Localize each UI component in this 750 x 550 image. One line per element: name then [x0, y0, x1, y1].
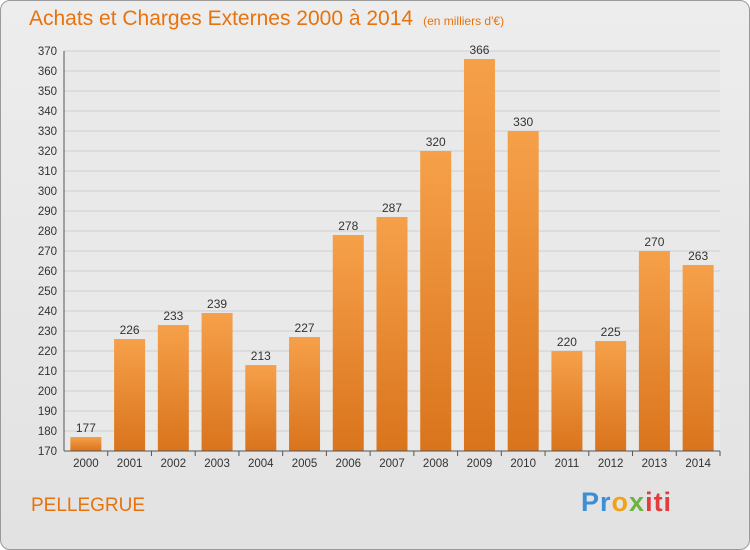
- y-tick-label: 250: [38, 286, 57, 298]
- value-label-2013: 270: [644, 235, 664, 249]
- logo-part-3: x: [629, 487, 646, 517]
- bar-2002: [157, 325, 189, 451]
- y-tick-label: 240: [38, 306, 57, 318]
- value-label-2012: 225: [601, 325, 621, 339]
- x-tick-label-2010: 2010: [510, 458, 536, 470]
- value-label-2001: 226: [120, 323, 140, 337]
- x-tick-label-2003: 2003: [204, 458, 230, 470]
- y-tick-label: 290: [38, 206, 57, 218]
- bar-2013: [638, 251, 670, 451]
- y-tick-label: 300: [38, 186, 57, 198]
- bar-2000: [70, 437, 102, 451]
- y-tick-label: 280: [38, 226, 57, 238]
- y-tick-label: 190: [38, 406, 57, 418]
- x-tick-label-2006: 2006: [335, 458, 361, 470]
- x-tick-label-2013: 2013: [642, 458, 668, 470]
- bar-2004: [245, 365, 277, 451]
- bars: 177 226 233 239 213 227 278 287 320 366 330 220 225 2…: [70, 43, 714, 451]
- x-tick-label-2008: 2008: [423, 458, 449, 470]
- value-label-2009: 366: [469, 43, 489, 57]
- x-tick-label-2009: 2009: [467, 458, 493, 470]
- bar-2009: [463, 59, 495, 451]
- value-label-2006: 278: [338, 219, 358, 233]
- chart-title: Achats et Charges Externes 2000 à 2014 (e…: [29, 7, 504, 31]
- y-tick-label: 360: [38, 66, 57, 78]
- proxiti-logo: Proxiti: [581, 487, 672, 518]
- value-label-2004: 213: [251, 349, 271, 363]
- y-tick-label: 340: [38, 106, 57, 118]
- logo-part-1: Pr: [581, 487, 612, 517]
- bar-2011: [551, 351, 583, 451]
- y-tick-label: 370: [38, 46, 57, 58]
- bar-2007: [376, 217, 408, 451]
- bar-2003: [201, 313, 233, 451]
- x-tick-label-2000: 2000: [73, 458, 99, 470]
- y-tick-label: 220: [38, 346, 57, 358]
- y-tick-label: 180: [38, 426, 57, 438]
- value-label-2002: 233: [163, 309, 183, 323]
- value-label-2008: 320: [426, 135, 446, 149]
- value-label-2010: 330: [513, 115, 533, 129]
- y-tick-label: 350: [38, 86, 57, 98]
- y-tick-label: 330: [38, 126, 57, 138]
- x-tick-label-2001: 2001: [117, 458, 143, 470]
- chart-title-text: Achats et Charges Externes 2000 à 2014: [29, 7, 414, 30]
- y-tick-label: 170: [38, 446, 57, 458]
- y-tick-label: 230: [38, 326, 57, 338]
- chart-unit: (en milliers d'€): [423, 14, 505, 28]
- bar-2014: [682, 265, 714, 451]
- y-tick-label: 200: [38, 386, 57, 398]
- axes: 170 180 190 200 210 220 230 240 250 260 270 280 290 3…: [38, 46, 721, 470]
- bar-2012: [595, 341, 627, 451]
- value-label-2007: 287: [382, 201, 402, 215]
- x-tick-label-2004: 2004: [248, 458, 274, 470]
- y-tick-label: 260: [38, 266, 57, 278]
- value-label-2003: 239: [207, 297, 227, 311]
- x-tick-label-2011: 2011: [555, 458, 580, 470]
- value-label-2011: 220: [557, 335, 577, 349]
- bar-2005: [289, 337, 321, 451]
- x-tick-label-2014: 2014: [685, 458, 711, 470]
- x-tick-label-2007: 2007: [379, 458, 405, 470]
- y-tick-label: 310: [38, 166, 57, 178]
- x-tick-label-2002: 2002: [161, 458, 187, 470]
- value-label-2000: 177: [76, 421, 96, 435]
- bar-2006: [332, 235, 364, 451]
- logo-part-4: iti: [645, 487, 673, 517]
- x-tick-label-2012: 2012: [598, 458, 624, 470]
- bar-2010: [507, 131, 539, 451]
- commune-name: PELLEGRUE: [31, 495, 146, 516]
- y-tick-label: 270: [38, 246, 57, 258]
- value-label-2005: 227: [295, 321, 315, 335]
- bar-2008: [420, 151, 452, 451]
- logo-part-2: o: [611, 487, 630, 517]
- y-tick-label: 210: [38, 366, 57, 378]
- x-tick-label-2005: 2005: [292, 458, 318, 470]
- bar-2001: [114, 339, 146, 451]
- y-tick-label: 320: [38, 146, 57, 158]
- value-label-2014: 263: [688, 249, 708, 263]
